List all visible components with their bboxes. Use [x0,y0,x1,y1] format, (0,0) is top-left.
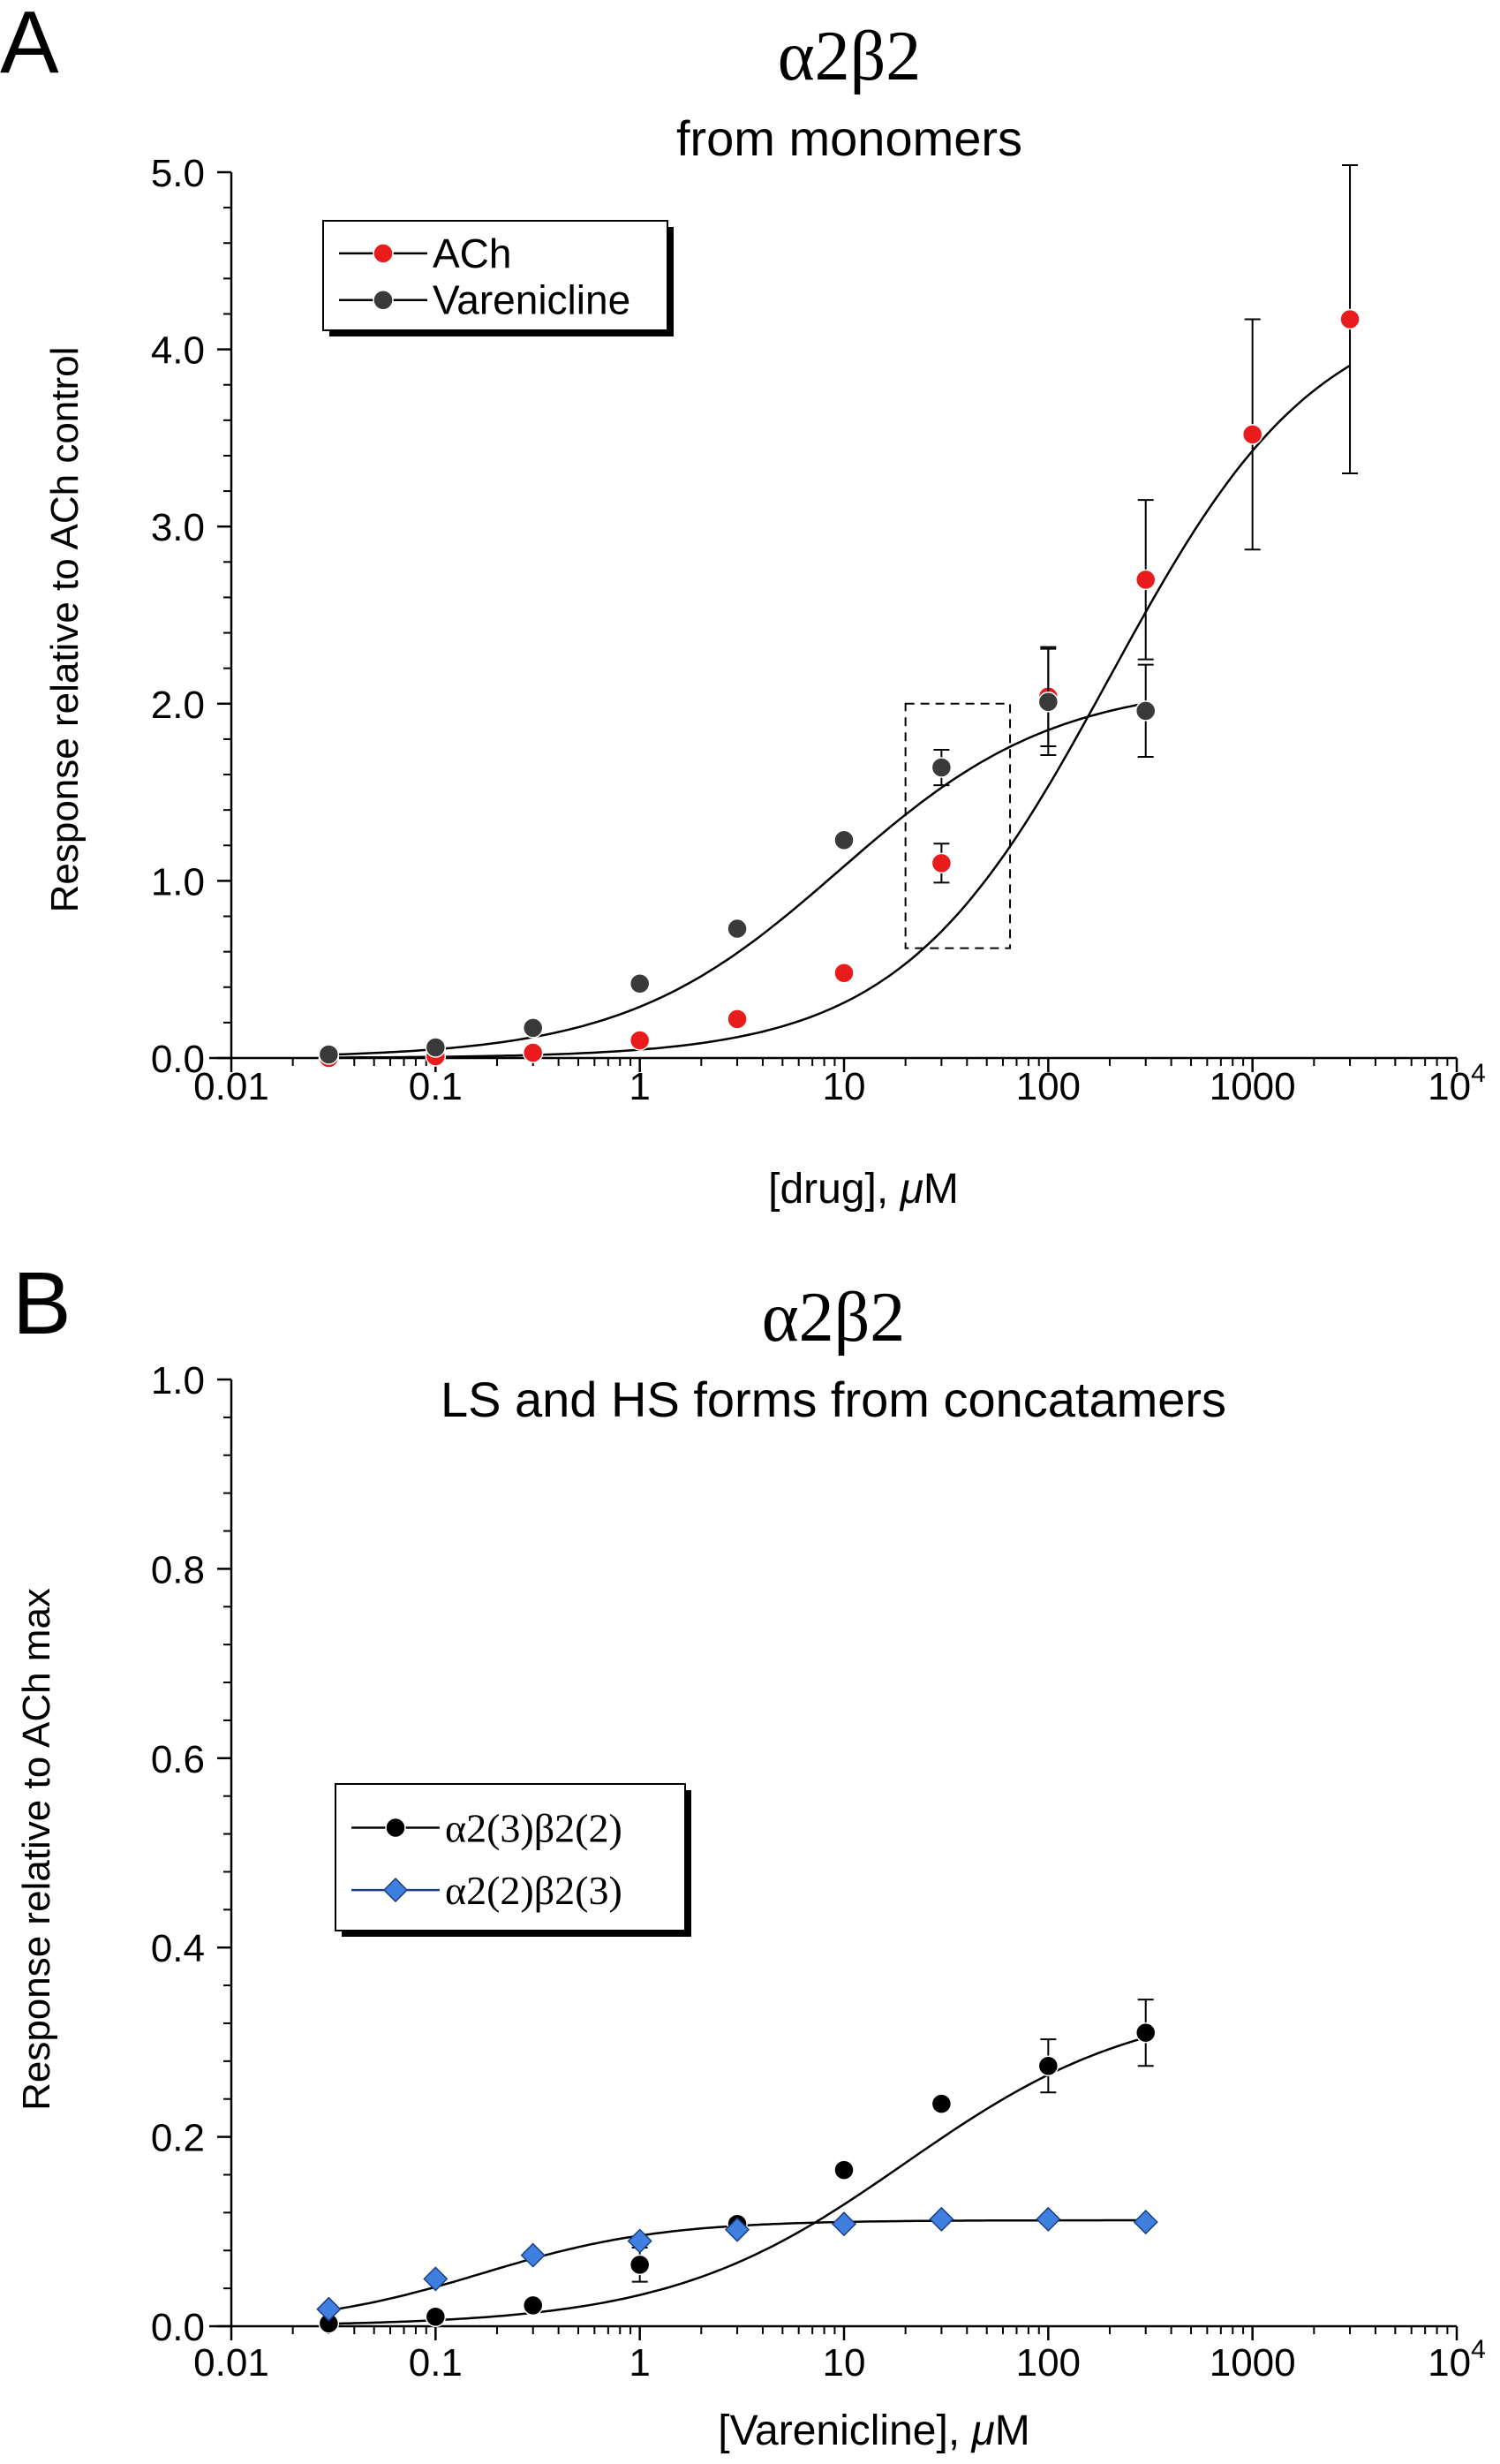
data-point [727,918,748,940]
panel-b-subtitle: LS and HS forms from concatamers [441,1372,1226,1427]
x-tick-label: 0.1 [409,1065,463,1108]
data-point [425,2306,447,2328]
legend-box [335,1783,686,1931]
data-point [522,2294,544,2317]
panel-b: B α2β2 LS and HS forms from concatamers … [12,1254,1486,2454]
panel-b-legend: α2(3)β2(2) α2(2)β2(3) [335,1783,691,1937]
y-tick-label: 0.8 [151,1548,205,1591]
x-tick-label: 1 [629,2341,650,2385]
panel-label-a: A [0,0,59,92]
data-point [1133,2210,1158,2235]
legend-box [322,220,668,331]
data-point [931,2093,953,2114]
x-tick-label: 10 [823,1065,866,1108]
y-tick-label: 0.6 [151,1738,205,1781]
y-tick-label: 5.0 [151,152,205,195]
data-point [627,2228,652,2254]
y-tick-label: 2.0 [151,684,205,727]
y-tick-label: 0.4 [151,1927,205,1970]
panel-label-b: B [12,1254,72,1353]
data-point [931,852,953,874]
x-tick-label: 10 [823,2341,866,2385]
x-tick-label: 0.01 [193,1065,269,1108]
y-tick-label: 4.0 [151,329,205,373]
x-tick-label: 1000 [1210,2341,1296,2385]
data-point [1134,700,1157,722]
data-point [629,972,651,994]
data-point [727,1009,748,1030]
legend-label: Varenicline [433,277,630,323]
fit-curve [328,702,1146,1056]
data-point [1037,2055,1059,2076]
data-point [316,2296,342,2322]
dashed-box [904,702,1012,949]
y-tick-label: 0.0 [151,1038,205,1081]
data-point [1241,424,1263,445]
data-point [1134,569,1157,591]
legend-marker [373,289,394,311]
y-tick-label: 1.0 [151,860,205,903]
data-point [1134,2022,1157,2044]
x-tick-exponent: 4 [1471,2335,1486,2364]
legend-label: ACh [433,231,511,276]
panel-a-dashed-annotation-box [904,702,1012,949]
y-tick-label: 1.0 [151,1359,205,1402]
panel-a-data-points [318,163,1361,1069]
fit-curve [328,2036,1147,2325]
panel-b-x-axis-label: [Varenicline], μM [718,2407,1030,2454]
data-point [929,2206,954,2232]
panel-a-subtitle: from monomers [676,110,1022,166]
legend-label: α2(2)β2(3) [445,1868,622,1913]
x-tick-label: 0.01 [193,2341,269,2385]
legend-label: α2(3)β2(2) [445,1805,622,1850]
data-point [931,757,953,778]
panel-a-axes: 0.0 1.0 2.0 3.0 4.0 5.0 0.01 0.1 1 10 100 1000 104 [151,152,1486,1108]
x-tick-label: 0.1 [409,2341,463,2385]
legend-marker [385,1817,406,1839]
data-point [423,2266,448,2292]
data-point [833,829,855,851]
x-tick-label: 1 [629,1065,650,1108]
panel-b-data-points [316,1999,1158,2334]
data-point [833,2159,855,2181]
panel-a-fit-curves [328,364,1351,1059]
data-point [522,1017,544,1039]
x-tick-label: 1000 [1210,1065,1296,1108]
panel-b-fit-curves [328,2036,1147,2325]
panel-b-title: α2β2 [762,1279,906,1357]
panel-b-y-axis-label: Response relative to ACh max [15,1588,58,2111]
x-tick-label: 100 [1016,1065,1081,1108]
y-tick-label: 0.2 [151,2117,205,2160]
data-point [425,1037,447,1058]
data-point [318,1044,340,1065]
data-point [833,962,855,984]
fit-curve [328,364,1351,1059]
data-point [1339,308,1361,330]
data-point [724,2217,750,2242]
panel-a-x-axis-label: [drug], μM [768,1166,959,1213]
panel-a: A α2β2 from monomers Response relative t… [0,0,1486,1213]
legend-marker [373,243,394,264]
x-tick-exponent: 4 [1471,1059,1486,1088]
y-tick-label: 0.0 [151,2306,205,2349]
data-point [522,1042,544,1063]
x-tick-label: 104 [1428,2335,1486,2385]
data-point [629,2254,651,2276]
panel-a-y-axis-label: Response relative to ACh control [43,347,87,913]
x-tick-label: 100 [1016,2341,1081,2385]
data-point [1037,692,1059,713]
data-point [629,1030,651,1051]
x-tick-label: 104 [1428,1059,1486,1108]
data-point [831,2211,857,2237]
data-point [520,2242,546,2268]
panel-b-axes: 0.0 0.2 0.4 0.6 0.8 1.0 0.01 0.1 1 10 100 1000 104 [151,1359,1486,2385]
panel-a-title: α2β2 [778,18,922,95]
legend-marker [382,1878,409,1903]
y-tick-label: 3.0 [151,506,205,549]
data-point [1036,2206,1061,2232]
